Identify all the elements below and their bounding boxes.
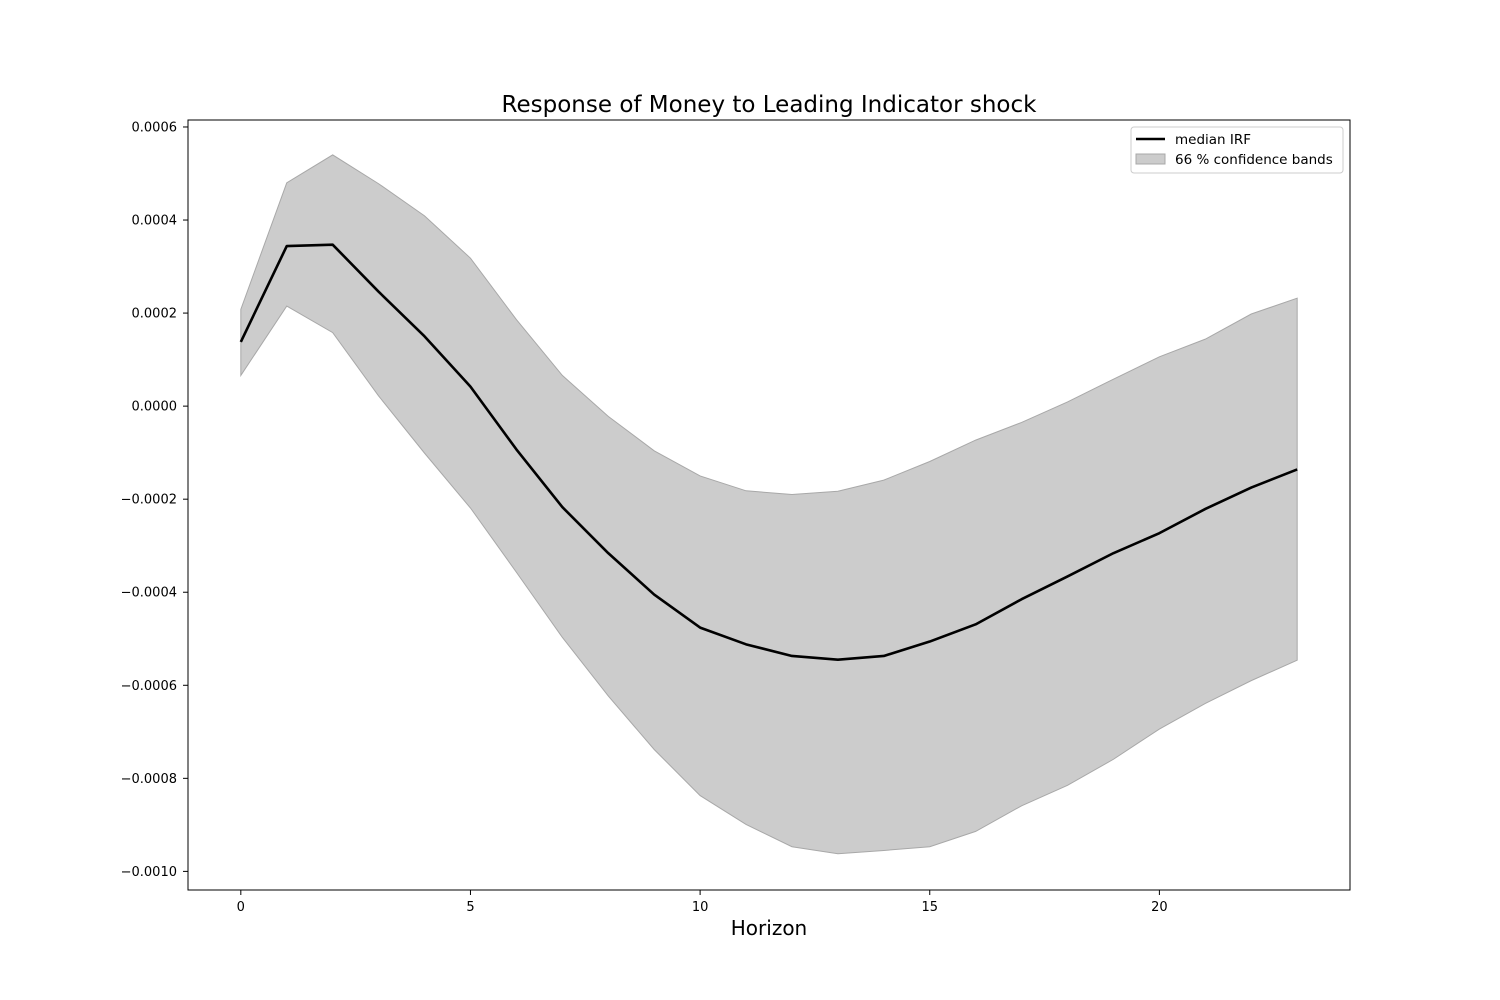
y-tick-label: −0.0008 [121, 772, 177, 787]
confidence-band [240, 154, 1298, 855]
y-tick-label: 0.0000 [132, 400, 178, 415]
y-tick-label: −0.0006 [121, 679, 177, 694]
x-tick-label: 15 [921, 900, 938, 915]
x-tick-label: 0 [237, 900, 245, 915]
y-axis: 0.0006 0.0004 0.0002 0.0000 −0.0002 −0.0004 −0… [121, 120, 188, 880]
y-tick-label: −0.0004 [121, 586, 177, 601]
x-axis-title: Horizon [731, 916, 807, 940]
legend-swatch-confidence-bands [1135, 153, 1166, 165]
y-tick-label: 0.0006 [132, 120, 178, 135]
x-axis: 0 5 10 15 20 [237, 890, 1168, 915]
chart-title: Response of Money to Leading Indicator s… [502, 92, 1038, 118]
y-tick-label: 0.0002 [132, 307, 178, 322]
legend-label-confidence-bands: 66 % confidence bands [1175, 152, 1333, 168]
median-irf-line [239, 243, 1298, 662]
legend-box [1130, 126, 1344, 174]
plot-area [239, 154, 1298, 855]
legend-label-median-irf: median IRF [1175, 132, 1251, 148]
x-tick-label: 20 [1151, 900, 1168, 915]
x-tick-label: 10 [692, 900, 709, 915]
y-tick-label: −0.0010 [121, 865, 177, 880]
legend: median IRF 66 % confidence bands [1130, 126, 1344, 174]
axes-frame [187, 119, 1351, 891]
y-tick-label: −0.0002 [121, 493, 177, 508]
y-tick-label: 0.0004 [132, 214, 178, 229]
x-tick-label: 5 [466, 900, 474, 915]
